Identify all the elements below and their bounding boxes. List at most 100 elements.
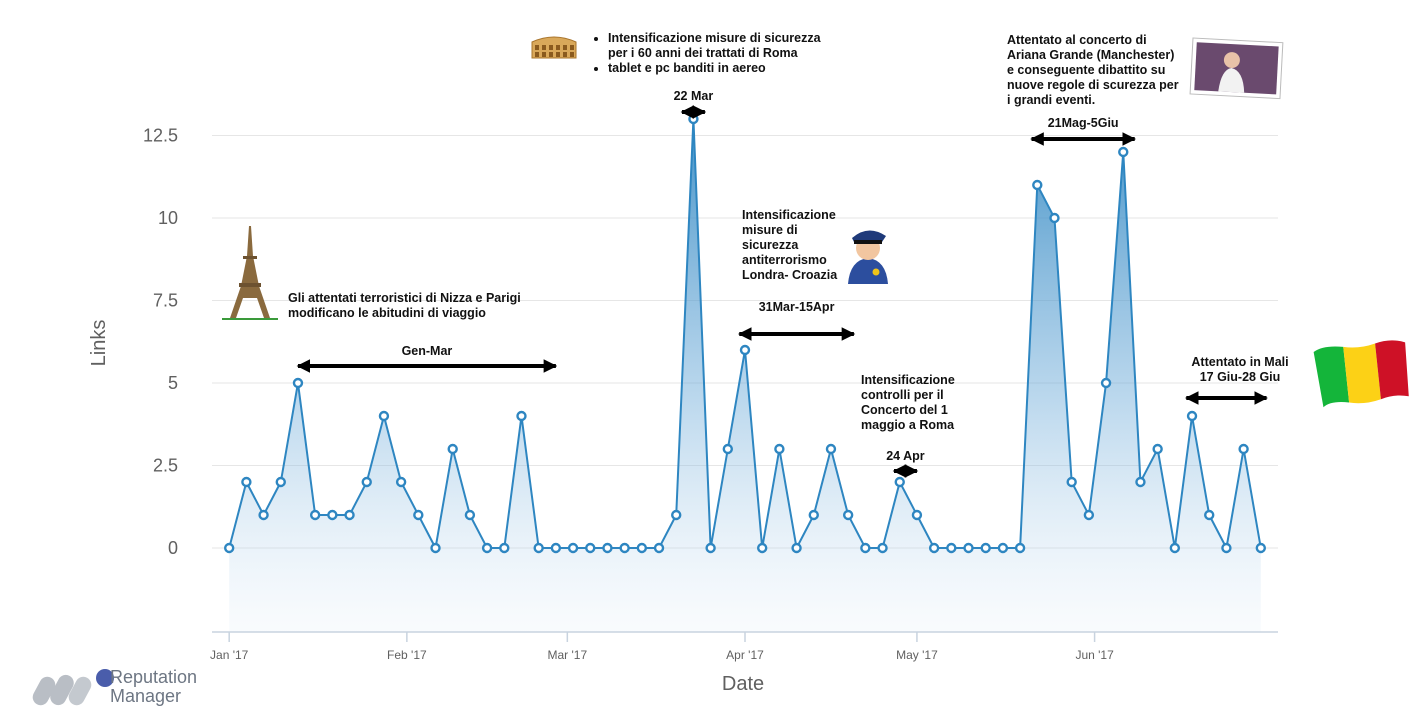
annotation-line: modificano le abitudini di viaggio [288,306,486,320]
data-point [1135,476,1146,488]
data-point [241,476,252,488]
annotation-line: antiterrorismo [742,253,827,267]
reputation-manager-logo-icon [32,669,114,706]
data-point [860,542,871,554]
concert-photo-icon [1189,37,1284,100]
annotation-line: Intensificazione [861,373,955,387]
data-point [928,542,940,554]
colosseum-arch [542,52,546,57]
x-tick-label: Feb '17 [387,648,427,662]
annotation-line: Londra- Croazia [742,268,838,282]
logo-line-2: Manager [110,686,182,706]
data-point [516,410,527,422]
range-label: 21Mag-5Giu [1048,116,1119,130]
colosseum-arch [563,52,567,57]
data-point [481,542,493,554]
officer-cap [852,230,886,242]
annotation-bullet: tablet e pc banditi in aereo [608,61,828,76]
annotation-line: Attentato in Mali [1191,355,1289,369]
colosseum-arch [535,45,539,50]
annotation-21mag-5giu-text: Attentato al concerto di Ariana Grande (… [1007,33,1179,108]
data-point [258,509,269,521]
colosseum-arch [549,52,553,57]
data-point [705,542,716,554]
mali-flag-icon [1313,340,1409,408]
range-label: 24 Apr [886,449,925,463]
photo-person-head [1223,52,1240,69]
data-point [722,443,734,455]
data-point [1100,377,1112,389]
data-point [327,509,338,521]
data-point [877,542,888,554]
data-point [911,509,923,521]
x-axis-title: Date [722,673,764,695]
y-tick-label: 10 [158,208,178,228]
x-tick-label: Mar '17 [548,648,588,662]
y-tick-label: 7.5 [153,291,178,311]
annotation-line: sicurezza [742,238,799,252]
data-point [361,476,372,488]
annotation-bullet: Intensificazione misure di sicurezza per… [608,31,828,61]
colosseum-arch [535,52,539,57]
annotation-line: Attentato al concerto di [1007,33,1147,47]
data-point [980,542,991,554]
annotation-gen-mar-text: Gli attentati terroristici di Nizza e Pa… [288,291,521,321]
data-point [671,509,682,521]
annotation-22mar-text: Intensificazione misure di sicurezza per… [588,31,828,76]
x-tick-label: Apr '17 [726,648,764,662]
data-point [808,509,819,521]
data-point [1118,146,1129,158]
data-point [602,542,613,554]
eiffel-tower-body [230,226,270,318]
colosseum-arch [570,45,574,50]
data-point [533,542,544,554]
annotation-bullet-list: Intensificazione misure di sicurezza per… [588,31,828,76]
data-point [963,542,974,554]
annotation-line: i grandi eventi. [1007,93,1096,107]
officer-cap-visor [854,240,882,244]
data-point [1152,443,1163,455]
annotation-31mar-15apr-text: Intensificazione misure di sicurezza ant… [742,208,837,283]
officer-badge [872,268,880,276]
data-point [688,113,699,125]
data-point [1221,542,1232,554]
eiffel-tower-deck [239,283,261,287]
data-point [825,443,837,455]
data-point [1032,179,1043,191]
data-point [1186,410,1198,422]
photo-image [1194,42,1279,95]
data-point [756,542,768,554]
data-point [430,542,441,554]
photo-person-body [1218,68,1245,93]
data-point [1238,443,1249,455]
colosseum-arch [556,45,560,50]
annotation-24apr-text: Intensificazione controlli per il Concer… [861,373,955,433]
data-point [653,542,665,554]
annotation-range-label: 17 Giu-28 Giu [1199,370,1281,384]
data-point [378,410,390,422]
data-point [842,509,854,521]
data-point [550,542,562,554]
y-tick-label: 5 [168,373,178,393]
data-point [395,476,407,488]
range-label: 22 Mar [674,89,714,103]
x-tick-label: Jan '17 [210,648,249,662]
data-point [774,443,785,455]
eiffel-tower-ground [222,318,278,320]
y-tick-label: 12.5 [143,126,178,146]
data-point [791,542,802,554]
colosseum-arch [549,45,553,50]
annotation-mali-text: Attentato in Mali 17 Giu-28 Giu [1190,355,1290,385]
data-point [223,542,235,554]
data-point [1083,509,1095,521]
annotation-line: Gli attentati terroristici di Nizza e Pa… [288,291,521,305]
data-point [567,542,579,554]
data-point [1066,476,1077,488]
range-label: 31Mar-15Apr [759,300,835,314]
annotation-line: controlli per il [861,388,944,402]
data-point [997,542,1009,554]
y-tick-label: 0 [168,538,178,558]
data-point [464,509,476,521]
data-point [413,509,424,521]
